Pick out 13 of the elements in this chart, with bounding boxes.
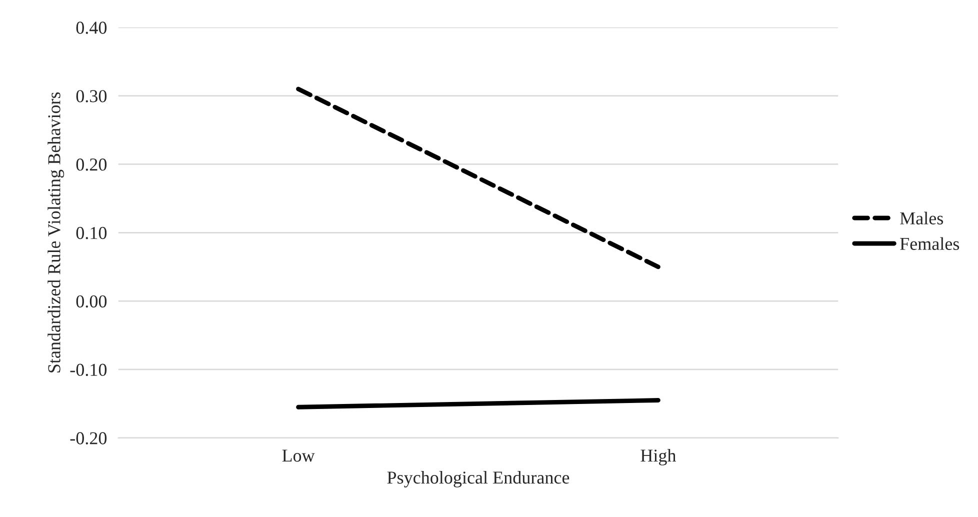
y-tick-label: 0.30 bbox=[76, 90, 107, 102]
y-tick-label: -0.20 bbox=[70, 432, 107, 444]
legend-label: Males bbox=[900, 212, 944, 224]
x-axis-title: Psychological Endurance bbox=[387, 470, 570, 488]
y-tick-label: 0.10 bbox=[76, 226, 107, 240]
y-axis-title: Standardized Rule Violating Behaviors bbox=[48, 92, 64, 372]
y-tick-label: 0.20 bbox=[76, 158, 107, 171]
x-tick-label: Low bbox=[282, 450, 315, 462]
y-tick-label: 0.40 bbox=[76, 22, 107, 34]
x-tick-label: High bbox=[640, 449, 676, 466]
y-tick-label: 0.00 bbox=[76, 295, 107, 308]
legend-label: Females bbox=[900, 237, 960, 250]
y-tick-label: -0.10 bbox=[70, 364, 107, 376]
